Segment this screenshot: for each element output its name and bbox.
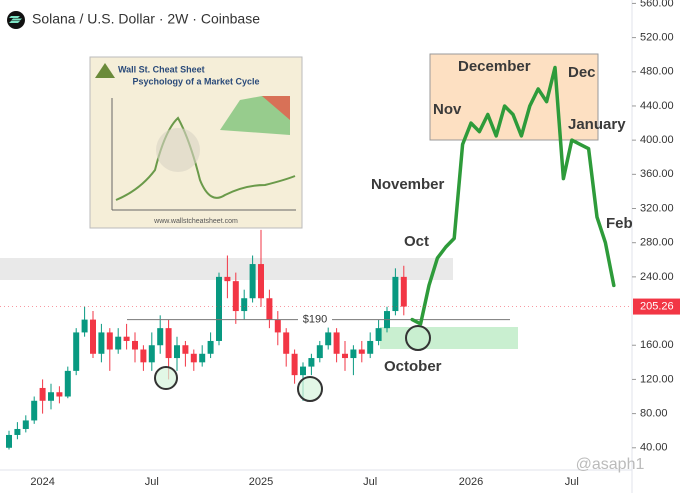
candle-body [132, 340, 138, 350]
y-tick-label: 280.00 [640, 237, 674, 249]
y-tick-label: 80.00 [640, 408, 668, 420]
resistance-zone [0, 258, 453, 280]
candle-body [224, 276, 231, 282]
y-tick-label: 400.00 [640, 134, 674, 146]
annotation: December [458, 58, 531, 75]
candle-body [157, 328, 164, 346]
coin-logo [9, 16, 22, 23]
support-zone [380, 327, 518, 349]
level-label-bg [298, 311, 332, 328]
candle-body [325, 332, 332, 346]
candle-body [291, 353, 298, 376]
inset-chart [220, 96, 290, 135]
candle-body [207, 340, 214, 354]
candle-body [400, 276, 407, 307]
x-tick-label: Jul [565, 476, 579, 488]
inset-chart [262, 96, 290, 120]
candle-body [115, 336, 122, 350]
candle-body [6, 434, 12, 448]
y-tick-label: 240.00 [640, 271, 674, 283]
candle-body [39, 387, 46, 401]
candle-body [22, 420, 29, 429]
y-tick-label: 560.00 [640, 0, 674, 9]
x-tick-label: 2026 [459, 476, 483, 488]
level-label: $190 [303, 314, 327, 326]
candle-body [266, 298, 273, 320]
highlight-circle [297, 376, 323, 402]
inset-subtitle: Psychology of a Market Cycle [132, 76, 259, 86]
y-tick-label: 480.00 [640, 66, 674, 78]
candle-body [249, 264, 256, 299]
annotation: Nov [433, 101, 462, 118]
candle-body [358, 349, 365, 354]
chart-title: Solana / U.S. Dollar · 2W · Coinbase [32, 11, 260, 27]
candle-body [165, 328, 172, 359]
y-tick-label: 360.00 [640, 168, 674, 180]
candle-body [123, 336, 130, 341]
candle-body [64, 370, 71, 397]
highlight-circle [405, 325, 431, 351]
candle-body [48, 392, 54, 401]
candle-body [73, 332, 80, 371]
x-tick-label: 2025 [249, 476, 273, 488]
highlight-circle [154, 366, 178, 390]
y-tick-label: 120.00 [640, 373, 674, 385]
inset-url: www.wallstcheatsheet.com [153, 218, 238, 225]
y-tick-label: 320.00 [640, 202, 674, 214]
target-zone [429, 53, 599, 141]
candle-body [333, 332, 340, 354]
candle-body [350, 349, 357, 359]
candle-body [106, 332, 113, 350]
candle-body [140, 349, 147, 363]
last-price-label: 205.26 [640, 300, 674, 312]
annotation: October [384, 358, 442, 375]
candle-body [367, 340, 374, 354]
candle-body [81, 319, 88, 333]
candle-body [31, 400, 38, 421]
inset-curve [115, 116, 296, 201]
candle-body [90, 319, 96, 354]
candle-body [14, 428, 21, 435]
y-tick-label: 40.00 [640, 442, 668, 454]
candle-body [190, 353, 197, 363]
candle-body [232, 281, 239, 312]
x-tick-label: 2024 [30, 476, 54, 488]
candle-body [283, 332, 290, 354]
candle-body [375, 328, 382, 341]
candle-body [308, 358, 315, 367]
inset-logo [95, 63, 115, 78]
candle-body [182, 345, 189, 354]
candle-body [392, 276, 399, 312]
y-tick-label: 160.00 [640, 339, 674, 351]
candle-body [56, 392, 63, 397]
candle-body [98, 332, 105, 354]
candle-body [342, 353, 348, 359]
inset-image: Wall St. Cheat Sheet Psychology of a Mar… [89, 56, 303, 229]
candle-body [241, 298, 248, 312]
projection-line [410, 65, 616, 326]
candle-body [199, 353, 206, 363]
inset-title: Wall St. Cheat Sheet [118, 64, 205, 74]
y-tick-label: 440.00 [640, 100, 674, 112]
x-tick-label: Jul [363, 476, 377, 488]
candle-body [258, 264, 264, 299]
candle-body [274, 319, 281, 333]
candle-body [148, 345, 155, 363]
annotation: Feb [606, 215, 633, 232]
x-tick-label: Jul [145, 476, 159, 488]
annotation: Oct [404, 233, 429, 250]
annotation: Dec [568, 64, 596, 81]
y-tick-label: 520.00 [640, 32, 674, 44]
candle-body [216, 276, 222, 341]
candle-body [300, 366, 306, 376]
last-price-bg [633, 298, 680, 315]
annotation: January [568, 116, 626, 133]
annotation: November [371, 176, 445, 193]
candle-body [174, 345, 180, 359]
candle-body [316, 345, 323, 359]
watermark: @asaph1 [576, 456, 645, 473]
inset-bull [156, 128, 200, 172]
plot [6, 229, 407, 450]
